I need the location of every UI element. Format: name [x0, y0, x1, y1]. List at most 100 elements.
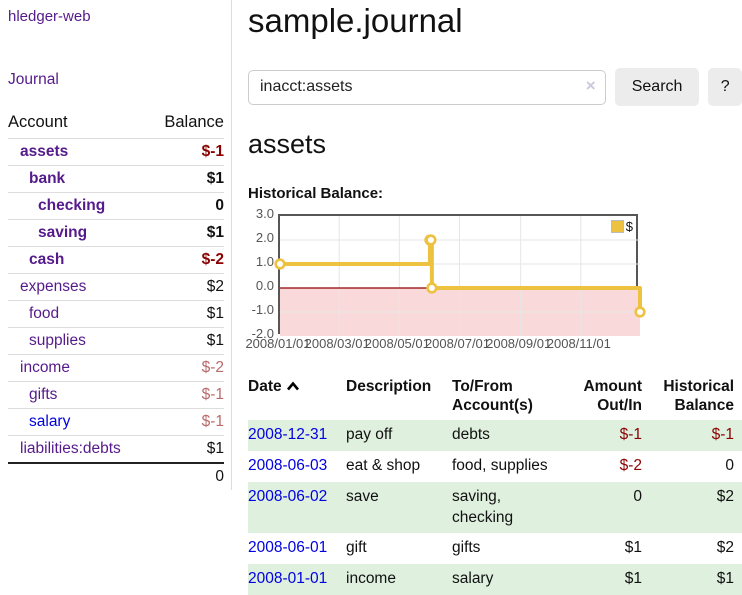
account-link-cash[interactable]: cash	[29, 251, 65, 268]
account-balance: $-1	[201, 143, 224, 160]
accounts-tree: Account Balance assets $-1 bank $1 check…	[8, 110, 224, 490]
transaction-amount: $-1	[619, 425, 642, 443]
transaction-amount: 0	[633, 487, 642, 505]
transaction-date-link[interactable]: 2008-06-01	[248, 539, 328, 557]
transaction-accounts: salary	[452, 570, 494, 588]
account-row: checking 0	[8, 192, 224, 219]
register-table: Date Description To/From Account(s) Amou…	[248, 373, 742, 595]
account-row: liabilities:debts $1	[8, 435, 224, 462]
main-content: sample.journal × Search ? assets Histori…	[232, 0, 742, 595]
account-link-salary[interactable]: salary	[29, 413, 71, 430]
chart-legend: $	[610, 219, 633, 234]
search-button[interactable]: Search	[614, 68, 700, 106]
date-header-label[interactable]: Date	[248, 378, 282, 395]
column-header-description: Description	[346, 378, 432, 395]
account-row: income $-2	[8, 354, 224, 381]
y-tick-label: 0.0	[255, 278, 274, 293]
x-tick-label: 2008/05/01	[364, 336, 430, 351]
account-balance: 0	[215, 197, 224, 214]
transaction-balance: $2	[716, 539, 734, 557]
page-title: sample.journal	[248, 2, 463, 39]
account-link-gifts[interactable]: gifts	[29, 386, 58, 403]
x-tick-label: 2008/11/01	[546, 336, 611, 351]
accounts-total: 0	[8, 462, 224, 490]
account-link-food[interactable]: food	[29, 305, 60, 322]
transaction-row: 2008-06-01 gift gifts $1 $2	[248, 533, 742, 564]
account-link-saving[interactable]: saving	[38, 224, 88, 241]
column-header-account: To/From Account(s)	[452, 378, 533, 415]
clear-search-icon[interactable]: ×	[585, 75, 596, 95]
x-tick-label: 2008/09/01	[486, 336, 552, 351]
transaction-description: eat & shop	[346, 456, 421, 474]
account-link-bank[interactable]: bank	[29, 170, 66, 187]
account-row: expenses $2	[8, 273, 224, 300]
account-heading: assets	[248, 129, 327, 159]
accounts-header-balance: Balance	[164, 113, 224, 131]
transaction-date-link[interactable]: 2008-06-02	[248, 487, 328, 505]
account-balance: $-1	[201, 413, 224, 430]
transaction-balance: $-1	[711, 425, 734, 443]
transaction-row: 2008-01-01 income salary $1 $1	[248, 564, 742, 595]
app-title-link[interactable]: hledger-web	[8, 8, 91, 25]
account-row: gifts $-1	[8, 381, 224, 408]
account-link-assets[interactable]: assets	[20, 143, 69, 160]
account-balance: $-1	[201, 386, 224, 403]
account-row: supplies $1	[8, 327, 224, 354]
transaction-amount: $1	[624, 570, 642, 588]
transaction-row: 2008-06-03 eat & shop food, supplies $-2…	[248, 451, 742, 482]
search-form: × Search ?	[248, 68, 742, 106]
chart-plot-area: $	[274, 214, 646, 336]
transaction-accounts: saving, checking	[452, 487, 514, 526]
transaction-accounts: food, supplies	[452, 456, 548, 474]
y-tick-label: -1.0	[251, 302, 274, 317]
search-input[interactable]	[248, 69, 606, 105]
account-balance: $1	[206, 305, 224, 322]
account-link-expenses[interactable]: expenses	[20, 278, 87, 295]
x-tick-label: 2008/03/01	[304, 336, 370, 351]
column-header-date[interactable]: Date	[248, 373, 346, 420]
transaction-accounts: debts	[452, 425, 490, 443]
legend-label: $	[625, 219, 633, 234]
account-balance: $-2	[201, 359, 224, 376]
y-tick-label: 2.0	[255, 230, 274, 245]
help-button[interactable]: ?	[708, 68, 742, 106]
sidebar-item-journal[interactable]: Journal	[8, 71, 59, 88]
legend-swatch	[610, 220, 624, 233]
accounts-header-account: Account	[8, 113, 68, 131]
account-link-checking[interactable]: checking	[38, 197, 106, 214]
balance-chart-svg	[274, 216, 646, 336]
account-balance: $1	[206, 440, 224, 457]
sort-ascending-icon	[286, 377, 300, 396]
transaction-balance: 0	[725, 456, 734, 474]
transaction-description: gift	[346, 539, 367, 557]
account-balance: $-2	[201, 251, 224, 268]
account-row: bank $1	[8, 165, 224, 192]
sidebar: hledger-web Journal Account Balance asse…	[0, 0, 232, 490]
transaction-amount: $1	[624, 539, 642, 557]
account-row: food $1	[8, 300, 224, 327]
account-link-liabilities-debts[interactable]: liabilities:debts	[20, 440, 121, 457]
transaction-date-link[interactable]: 2008-06-03	[248, 456, 328, 474]
x-tick-label: 2008/01/01	[245, 336, 311, 351]
column-header-amount: Amount Out/In	[583, 378, 642, 415]
account-link-supplies[interactable]: supplies	[29, 332, 86, 349]
transaction-balance: $1	[716, 570, 734, 588]
y-tick-label: 1.0	[255, 254, 274, 269]
accounts-header: Account Balance	[8, 110, 224, 138]
column-header-balance: Historical Balance	[663, 378, 734, 415]
account-row: assets $-1	[8, 138, 224, 165]
account-balance: $1	[206, 332, 224, 349]
account-balance: $1	[206, 170, 224, 187]
account-row: saving $1	[8, 219, 224, 246]
search-input-wrap: ×	[248, 69, 606, 105]
transaction-balance: $2	[716, 487, 734, 505]
x-tick-label: 2008/07/01	[424, 336, 491, 351]
account-link-income[interactable]: income	[20, 359, 70, 376]
transaction-date-link[interactable]: 2008-12-31	[248, 425, 328, 443]
transaction-date-link[interactable]: 2008-01-01	[248, 570, 328, 588]
transaction-row: 2008-06-02 save saving, checking 0 $2	[248, 481, 742, 534]
chart-title: Historical Balance:	[248, 185, 384, 202]
account-balance: $2	[206, 278, 224, 295]
transaction-accounts: gifts	[452, 539, 481, 557]
